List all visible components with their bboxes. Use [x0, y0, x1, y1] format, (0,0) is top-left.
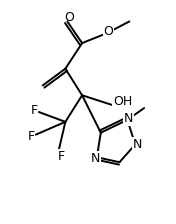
Text: N: N [91, 152, 100, 165]
Text: N: N [133, 138, 142, 151]
Text: O: O [64, 11, 74, 24]
Text: F: F [30, 103, 37, 116]
Text: N: N [124, 112, 133, 125]
Text: F: F [27, 130, 34, 143]
Text: OH: OH [113, 95, 132, 108]
Text: F: F [58, 150, 65, 163]
Text: O: O [104, 25, 114, 38]
